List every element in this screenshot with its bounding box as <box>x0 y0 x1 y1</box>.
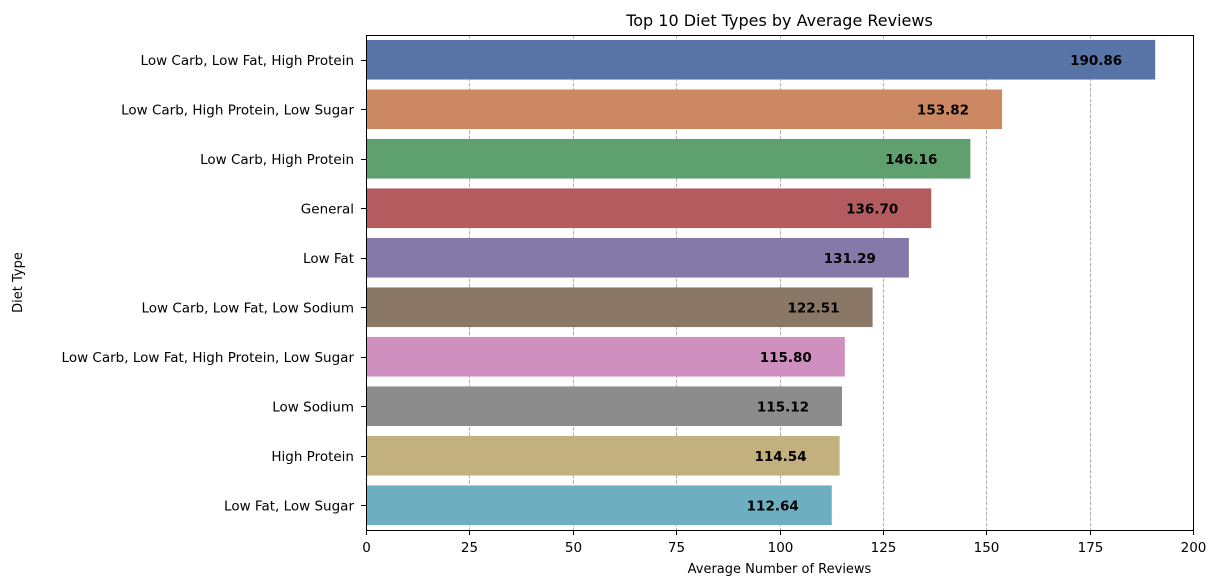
y-tick-label: Low Carb, Low Fat, High Protein <box>141 53 354 69</box>
y-tick-label: Low Carb, High Protein, Low Sugar <box>121 102 354 118</box>
bar <box>366 89 1003 130</box>
y-axis-title: Diet Type <box>11 252 26 313</box>
y-tick-label: Low Carb, Low Fat, High Protein, Low Sug… <box>62 350 355 366</box>
bar <box>366 237 909 278</box>
bar <box>366 287 873 328</box>
chart-title: Top 10 Diet Types by Average Reviews <box>625 11 933 30</box>
bar <box>366 39 1156 80</box>
y-axis-ticks: Low Carb, Low Fat, High Protein Low Carb,… <box>62 53 366 514</box>
x-axis-ticks: 0 25 50 75 100 125 150 175 200 <box>362 530 1206 556</box>
bar <box>366 485 832 526</box>
bar-value-label: 136.70 <box>846 201 898 217</box>
bar-value-label: 112.64 <box>747 498 799 514</box>
bar <box>366 188 932 229</box>
y-tick-label: High Protein <box>271 449 354 465</box>
bar-value-label: 115.12 <box>757 399 809 415</box>
bar-value-label: 115.80 <box>760 350 812 366</box>
value-labels: 190.86 153.82 146.16 136.70 131.29 122.51 115.… <box>747 53 1123 515</box>
bar-value-label: 131.29 <box>824 251 876 267</box>
bar <box>366 435 840 476</box>
x-tick-label: 25 <box>461 540 478 556</box>
y-tick-label: Low Fat, Low Sugar <box>224 498 354 514</box>
x-tick-label: 75 <box>668 540 685 556</box>
y-tick-label: Low Carb, Low Fat, Low Sodium <box>141 300 354 316</box>
x-tick-label: 150 <box>974 540 1000 556</box>
bar-value-label: 153.82 <box>917 102 969 118</box>
bar <box>366 138 971 179</box>
x-tick-label: 100 <box>768 540 794 556</box>
bar-value-label: 122.51 <box>787 300 839 316</box>
y-tick-label: Low Sodium <box>272 399 354 415</box>
x-tick-label: 175 <box>1078 540 1104 556</box>
x-axis-title: Average Number of Reviews <box>688 562 872 577</box>
x-tick-label: 50 <box>565 540 582 556</box>
bar <box>366 336 845 377</box>
y-tick-label: Low Fat <box>303 251 354 267</box>
bar <box>366 386 843 427</box>
y-tick-label: Low Carb, High Protein <box>200 152 354 168</box>
x-tick-label: 125 <box>871 540 897 556</box>
bar-value-label: 190.86 <box>1070 53 1122 69</box>
x-tick-label: 0 <box>362 540 371 556</box>
bar-value-label: 146.16 <box>885 152 937 168</box>
bar-value-label: 114.54 <box>755 449 807 465</box>
x-tick-label: 200 <box>1181 540 1207 556</box>
bars <box>366 39 1156 526</box>
y-tick-label: General <box>301 201 354 217</box>
